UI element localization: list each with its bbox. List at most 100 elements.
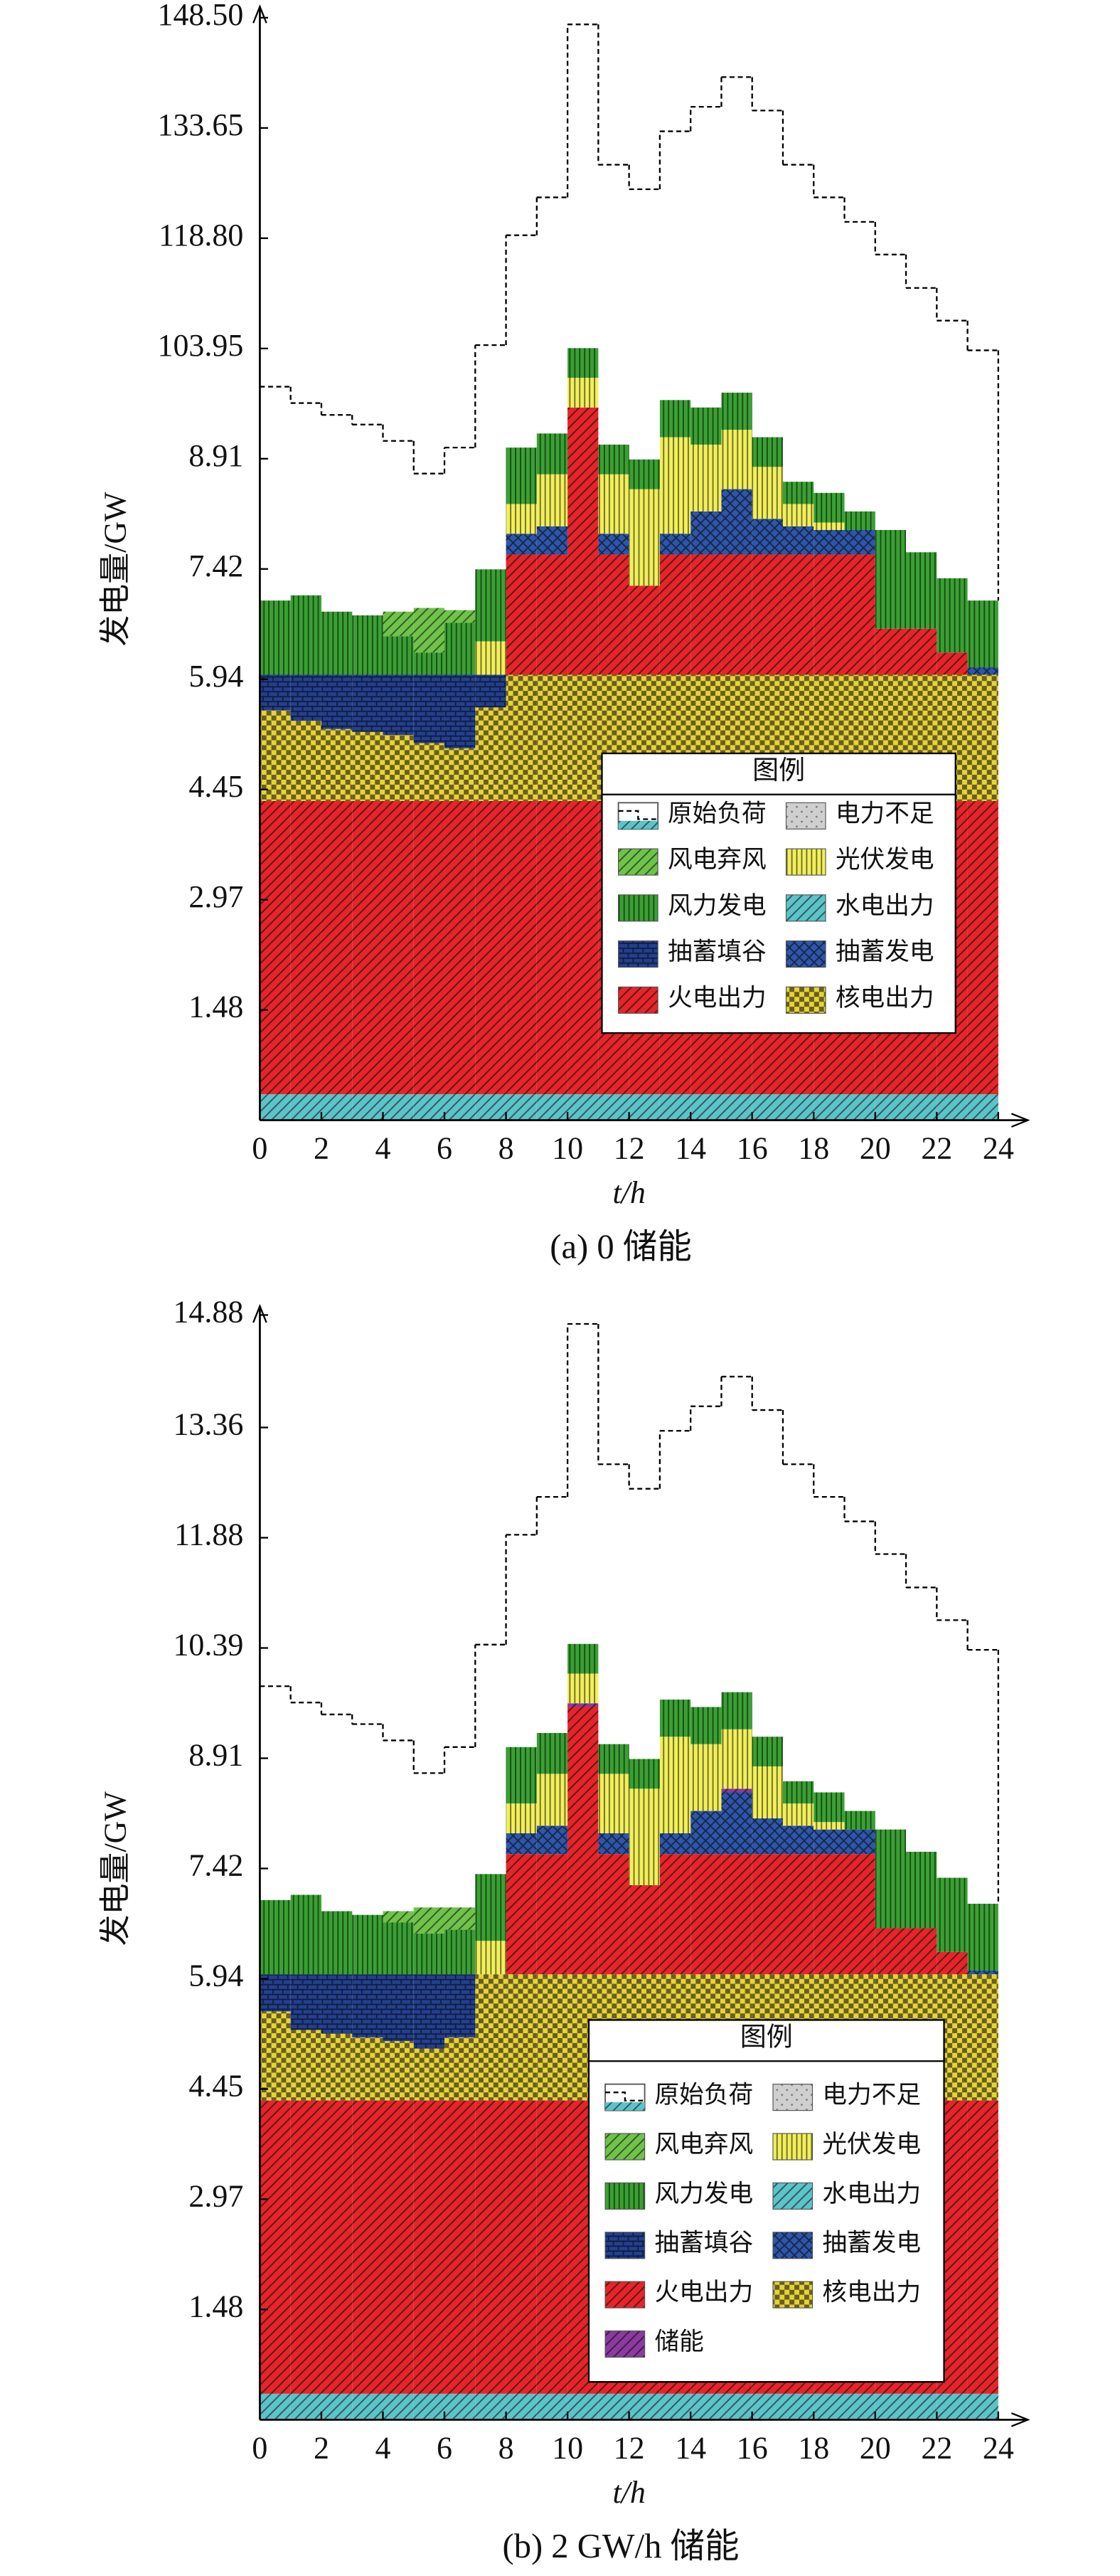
stack-segment	[567, 1707, 599, 1975]
stack-segment	[721, 554, 752, 675]
stack-segment	[721, 1792, 752, 1855]
stack-segment	[290, 800, 321, 1095]
stack-segment	[721, 430, 752, 489]
stack-segment	[506, 1803, 537, 1833]
stack-segment	[629, 1885, 660, 1975]
stack-segment	[629, 1759, 660, 1789]
stack-segment	[475, 2393, 506, 2420]
stack-segment	[690, 1744, 722, 1811]
stack-segment	[352, 800, 383, 1095]
legend-label: 原始负荷	[654, 2081, 753, 2109]
stack-segment	[752, 519, 783, 555]
legend-swatch	[785, 894, 826, 922]
stack-segment	[567, 1643, 599, 1674]
stack-segment	[260, 674, 291, 711]
stack-segment	[598, 444, 629, 475]
stack-segment	[413, 743, 445, 801]
stack-segment	[659, 1854, 691, 1975]
stack-segment	[413, 800, 445, 1095]
legend-swatch	[618, 940, 658, 968]
x-tick-label: 24	[983, 2430, 1014, 2465]
stack-segment	[690, 511, 722, 555]
stack-segment	[413, 652, 445, 675]
stack-segment	[814, 554, 845, 675]
stack-segment	[782, 1854, 814, 1975]
y-tick-label: 7.42	[188, 1848, 243, 1883]
stack-segment	[629, 1788, 660, 1885]
x-tick-label: 10	[552, 1131, 583, 1166]
x-tick-label: 4	[375, 1131, 391, 1166]
legend-swatch	[785, 802, 826, 829]
x-tick-label: 8	[498, 1131, 514, 1166]
stack-segment	[814, 1792, 845, 1823]
stack-segment	[844, 1094, 875, 1120]
stack-segment	[967, 1974, 998, 2101]
y-axis-arrow	[252, 1303, 267, 1323]
y-tick-label: 5.94	[188, 1958, 243, 1993]
stack-segment	[444, 748, 476, 801]
stack-segment	[413, 1094, 445, 1120]
stack-segment	[444, 2037, 476, 2101]
stack-segment	[475, 707, 506, 801]
stack-segment	[383, 735, 414, 801]
stack-segment	[567, 1703, 599, 1707]
legend-box	[587, 2019, 945, 2383]
stack-segment	[967, 2393, 998, 2420]
stack-segment	[475, 674, 506, 708]
stack-segment	[844, 2393, 875, 2420]
legend-label: 核电出力	[822, 2279, 921, 2306]
stack-segment	[814, 1829, 845, 1855]
stack-segment	[875, 1094, 907, 1120]
stack-segment	[967, 1094, 998, 1120]
stack-segment	[260, 600, 291, 675]
stack-segment	[782, 526, 814, 555]
stack-segment	[290, 1094, 321, 1120]
stack-segment	[782, 482, 814, 504]
legend-label: 水电出力	[836, 891, 934, 919]
y-tick-label: 5.94	[188, 659, 243, 694]
stack-segment	[721, 1094, 752, 1120]
stack-segment	[413, 2100, 445, 2394]
stack-segment	[383, 636, 414, 675]
legend-label: 光伏发电	[822, 2130, 921, 2158]
stack-segment	[721, 1692, 752, 1729]
stack-segment	[506, 1094, 537, 1120]
x-tick-label: 24	[983, 1131, 1014, 1166]
stack-segment	[321, 2033, 353, 2101]
stack-segment	[782, 504, 814, 526]
y-tick-label: 4.45	[188, 2068, 243, 2103]
stack-segment	[906, 552, 937, 629]
y-tick-label: 118.80	[159, 218, 243, 253]
x-tick-label: 6	[437, 2430, 452, 2465]
stack-segment	[906, 2393, 937, 2420]
legend-swatch	[618, 848, 658, 876]
x-tick-label: 22	[921, 2430, 952, 2465]
stack-segment	[814, 1854, 845, 1975]
stack-segment	[352, 1914, 383, 1975]
stack-segment	[536, 2100, 568, 2394]
stack-segment	[444, 1907, 476, 1930]
stack-segment	[937, 2393, 968, 2420]
stack-segment	[567, 674, 599, 801]
stack-segment	[906, 1094, 937, 1120]
stack-segment	[352, 2100, 383, 2394]
stack-segment	[536, 1733, 568, 1774]
stack-segment	[598, 2393, 629, 2420]
stack-segment	[352, 1094, 383, 1120]
stack-segment	[598, 1774, 629, 1833]
x-tick-label: 22	[921, 1131, 952, 1166]
stack-segment	[290, 674, 321, 721]
legend-swatch	[772, 2232, 814, 2259]
stack-segment	[475, 2100, 506, 2394]
stack-segment	[444, 1974, 476, 2037]
y-tick-label: 7.42	[188, 548, 243, 583]
legend-swatch-band	[605, 2102, 645, 2111]
stack-segment	[536, 800, 568, 1095]
y-tick-label: 10.39	[173, 1628, 243, 1663]
stack-segment	[598, 1744, 629, 1774]
y-tick-label: 133.65	[157, 107, 243, 142]
y-tick-label: 4.45	[188, 769, 243, 804]
stack-segment	[782, 1825, 814, 1855]
x-tick-label: 2	[314, 2430, 329, 2465]
stack-segment	[321, 2100, 353, 2394]
